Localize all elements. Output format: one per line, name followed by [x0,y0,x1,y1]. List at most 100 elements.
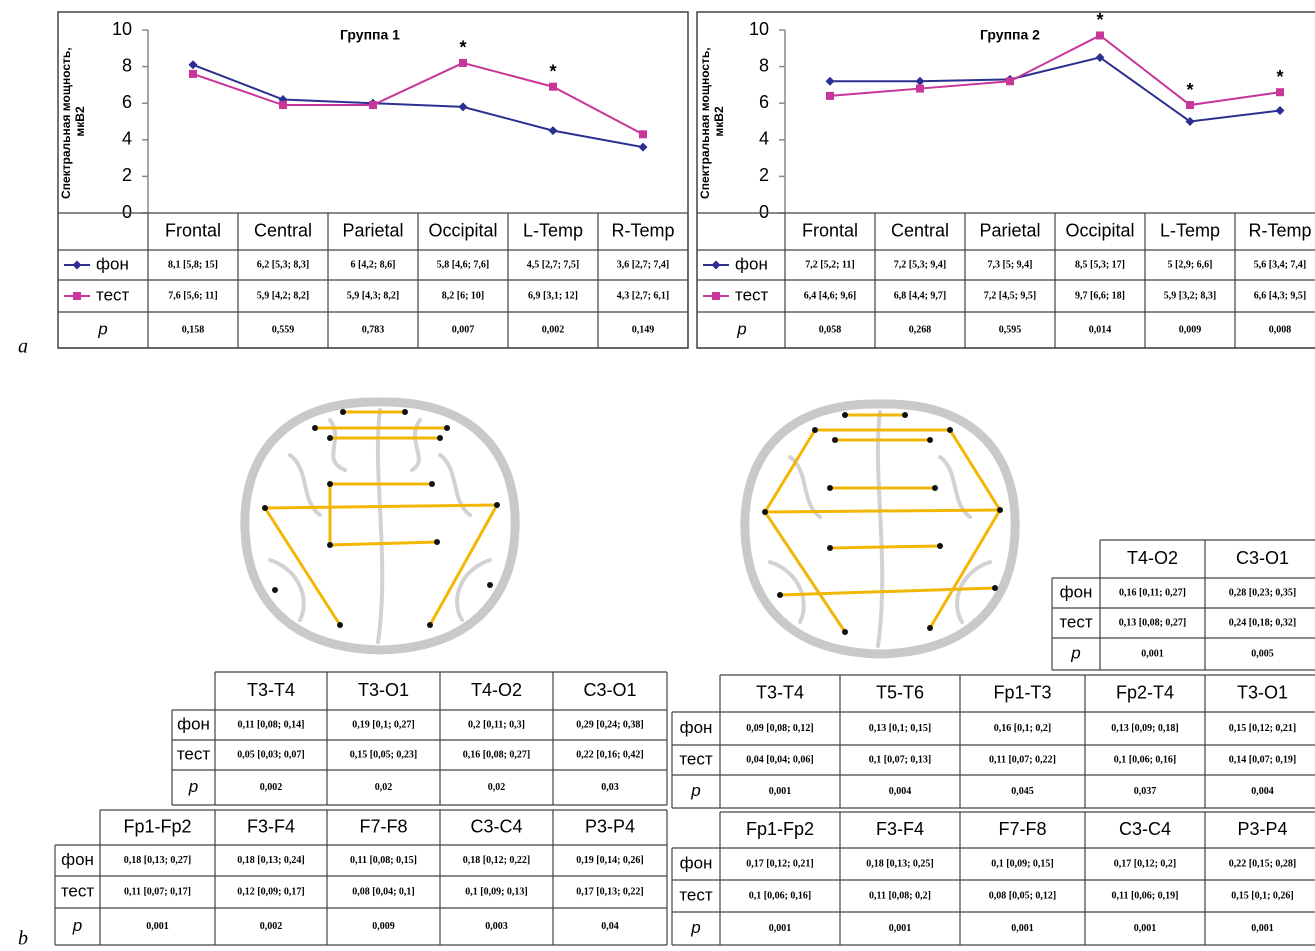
y-tick-label: 4 [122,129,132,149]
value-label: 7,6 [5,6; 11] [168,290,217,301]
x-tick-label: L-Temp [1160,220,1220,240]
y-tick-label: 0 [759,202,769,222]
table-cell: 0,05 [0,03; 0,07] [237,749,305,760]
column-header: Fp2-T4 [1116,682,1174,702]
row-label: тест [1059,612,1093,631]
table-cell: 0,19 [0,1; 0,27] [352,719,415,730]
column-header: T3-O1 [1237,682,1288,702]
table-cell: 0,04 [0,04; 0,06] [746,754,814,765]
y-tick-label: 6 [122,92,132,112]
value-label: 6 [4,2; 8,6] [351,259,396,270]
x-tick-label: Occipital [428,220,497,240]
value-label: 6,9 [3,1; 12] [528,290,578,301]
x-tick-label: L-Temp [523,220,583,240]
data-point [916,77,925,86]
value-label: 7,2 [5,3; 9,4] [894,259,947,270]
table-cell: 0,02 [488,782,506,793]
value-label: 7,2 [4,5; 9,5] [984,290,1037,301]
legend-marker [712,292,720,300]
panel-label: a [18,336,28,358]
table-cell: 0,11 [0,08; 0,2] [869,890,931,901]
column-header: T4-O2 [471,680,522,700]
table-cell: 0,001 [769,786,792,797]
column-header: T3-T4 [247,680,295,700]
table-cell: 0,11 [0,06; 0,19] [1112,890,1179,901]
table-cell: 0,15 [0,05; 0,23] [350,749,418,760]
table-cell: 0,17 [0,13; 0,22] [576,886,644,897]
data-point [826,92,834,100]
p-value: 0,268 [909,324,932,335]
data-point [1276,106,1285,115]
value-label: 5,6 [3,4; 7,4] [1254,259,1307,270]
value-label: 5,9 [4,2; 8,2] [257,290,310,301]
column-header: C3-O1 [1236,548,1289,568]
value-label: 8,1 [5,8; 15] [168,259,218,270]
column-header: P3-P4 [585,816,635,836]
data-point [459,59,467,67]
table-cell: 0,12 [0,09; 0,17] [237,886,305,897]
table-cell: 0,045 [1011,786,1034,797]
column-header: F3-F4 [247,816,295,836]
column-header: C3-O1 [583,680,636,700]
data-point [916,85,924,93]
table-cell: 0,13 [0,09; 0,18] [1111,723,1179,734]
table-cell: 0,1 [0,06; 0,16] [1114,754,1177,765]
row-label: тест [61,881,95,900]
column-header: C3-C4 [1119,819,1171,839]
x-tick-label: Occipital [1065,220,1134,240]
x-tick-label: R-Temp [611,220,674,240]
significance-mark: * [1186,80,1193,100]
x-tick-label: Frontal [165,220,221,240]
data-point [826,77,835,86]
figure: a b Группа 1Спектральная мощность, мкВ20… [0,0,1315,951]
table-cell: 0,19 [0,14; 0,26] [576,855,644,866]
column-header: Fp1-T3 [993,682,1051,702]
x-tick-label: Parietal [979,220,1040,240]
legend-marker [73,261,82,270]
significance-mark: * [1276,67,1283,87]
p-value: 0,158 [182,324,205,335]
column-header: Fp1-Fp2 [123,816,191,836]
data-point [189,60,198,69]
column-header: F7-F8 [998,819,1046,839]
value-label: 4,5 [2,7; 7,5] [527,259,580,270]
y-tick-label: 10 [112,19,132,39]
legend-marker [712,261,721,270]
table-cell: 0,16 [0,08; 0,27] [463,749,531,760]
p-value: 0,009 [1179,324,1202,335]
data-point [1276,88,1284,96]
table-cell: 0,11 [0,07; 0,17] [124,886,191,897]
row-label: фон [680,718,713,737]
row-label: фон [1060,582,1093,601]
y-tick-label: 2 [122,165,132,185]
data-point [639,143,648,152]
legend-marker [73,292,81,300]
table-cell: 0,001 [1141,648,1164,659]
p-value: 0,014 [1089,324,1112,335]
table-cell: 0,15 [0,12; 0,21] [1229,723,1297,734]
table-cell: 0,004 [1251,786,1274,797]
chart-title: Группа 1 [340,27,400,43]
table-cell: 0,18 [0,13; 0,27] [124,855,192,866]
p-value: 0,595 [999,324,1022,335]
column-header: P3-P4 [1237,819,1287,839]
y-tick-label: 4 [759,129,769,149]
significance-mark: * [459,38,466,58]
table-cell: 0,2 [0,11; 0,3] [468,719,525,730]
column-header: T5-T6 [876,682,924,702]
value-label: 5,9 [4,3; 8,2] [347,290,400,301]
column-header: C3-C4 [470,816,522,836]
table-cell: 0,16 [0,11; 0,27] [1119,587,1186,598]
table-cell: 0,11 [0,08; 0,15] [350,855,417,866]
table-cell: 0,22 [0,16; 0,42] [576,749,644,760]
value-label: 6,2 [5,3; 8,3] [257,259,310,270]
table-cell: 0,004 [889,786,912,797]
table-cell: 0,11 [0,07; 0,22] [989,754,1056,765]
table-cell: 0,13 [0,1; 0,15] [869,723,932,734]
y-tick-label: 10 [749,19,769,39]
column-header: T3-T4 [756,682,804,702]
table-cell: 0,18 [0,13; 0,24] [237,855,305,866]
value-label: 9,7 [6,6; 18] [1075,290,1125,301]
row-label: фон [177,714,210,733]
significance-mark: * [1096,10,1103,30]
